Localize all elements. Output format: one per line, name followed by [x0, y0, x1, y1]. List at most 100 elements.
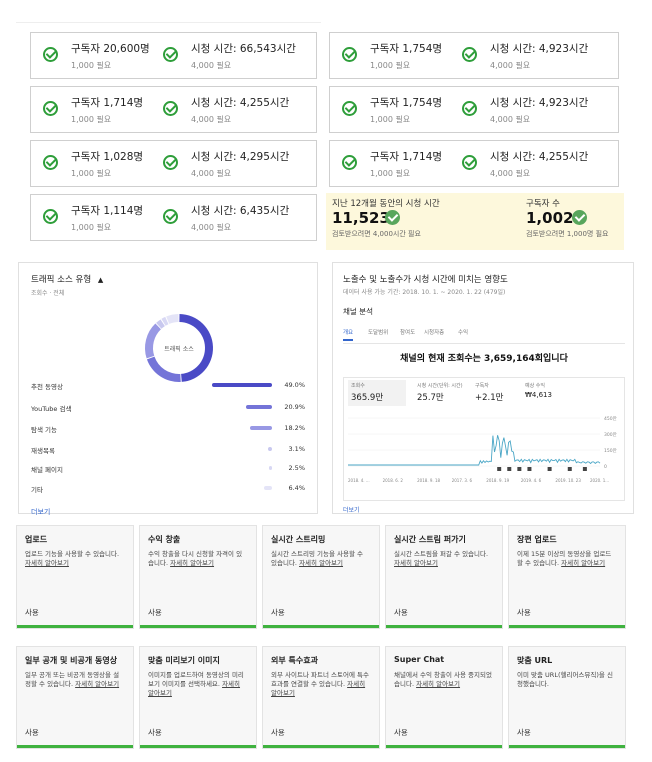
chart-x-tick: 2019. 10. 23: [555, 478, 581, 483]
views-headline: 채널의 현재 조회수는 3,659,164회입니다: [400, 354, 568, 364]
eligibility-panel: 지난 12개월 동안의 시청 시간 11,523 검토받으려면 4,000시간 …: [326, 193, 624, 250]
watch-time-check-icon: [385, 210, 400, 225]
feature-title: 일부 공개 및 비공개 동영상: [25, 656, 118, 665]
traffic-row-value: 3.1%: [288, 445, 305, 453]
check-circle-icon: [462, 101, 477, 116]
chart-event-marker[interactable]: [527, 467, 532, 471]
feature-status: 사용: [25, 728, 39, 737]
check-circle-icon: [163, 101, 178, 116]
subscriber-label: 구독자 20,600명: [71, 43, 150, 55]
traffic-row-bar: [246, 405, 272, 409]
metric-tile[interactable]: 시청 시간(단위: 시간) 25.7만: [414, 380, 466, 406]
feature-description-text: 실시간 스트리밍 기능을 사용할 수 있습니다.: [271, 550, 363, 567]
feature-title: Super Chat: [394, 655, 445, 664]
feature-description: 채널에서 수익 창출이 사용 중지되었습니다. 자세히 알아보기: [394, 671, 494, 689]
metric-tile[interactable]: 조회수 365.9만: [348, 380, 406, 406]
feature-card: 수익 창출 수익 창출을 다시 신청할 자격이 있습니다. 자세히 알아보기 사용: [139, 525, 257, 629]
analysis-tab[interactable]: 수익: [458, 330, 469, 336]
traffic-source-panel: 트래픽 소스 유형 ▲ 조회수 · 전체 트래픽 소스 추천 동영상 49.0% Y…: [18, 262, 318, 516]
subscriber-requirement: 1,000 필요: [71, 223, 112, 232]
feature-status: 사용: [517, 608, 531, 617]
analysis-tab[interactable]: 시청자층: [424, 330, 445, 336]
chart-y-tick: 300만: [604, 431, 617, 438]
traffic-row-bar: [268, 466, 272, 470]
watch-time-requirement: 4,000 필요: [490, 169, 531, 178]
feature-description: 실시간 스트리밍 기능을 사용할 수 있습니다. 자세히 알아보기: [271, 550, 371, 568]
subscriber-value: 1,002: [526, 209, 574, 227]
learn-more-link[interactable]: 자세히 알아보기: [25, 559, 69, 567]
traffic-row-value: 20.9%: [284, 403, 305, 411]
chart-event-marker[interactable]: [497, 467, 502, 471]
watch-time-title: 지난 12개월 동안의 시청 시간: [332, 199, 440, 209]
subscriber-requirement: 1,000 필요: [71, 115, 112, 124]
learn-more-link[interactable]: 자세히 알아보기: [394, 559, 438, 567]
metric-value: ₩4,613: [525, 391, 552, 399]
learn-more-link[interactable]: 자세히 알아보기: [561, 559, 606, 567]
feature-description-text: 일부 공개 또는 비공개 동영상을 설정할 수 있습니다.: [25, 671, 120, 688]
analysis-tab[interactable]: 도달범위: [368, 330, 389, 336]
analysis-tab[interactable]: 참여도: [400, 330, 416, 336]
feature-title: 외부 특수효과: [271, 656, 318, 665]
feature-status: 사용: [271, 608, 285, 617]
learn-more-link[interactable]: 자세히 알아보기: [75, 680, 120, 688]
donut-center-label: 트래픽 소스: [164, 345, 194, 353]
donut-slice: [145, 323, 161, 359]
chart-event-marker[interactable]: [517, 467, 522, 471]
feature-description: 외부 사이트나 파트너 스토어에 특수효과를 연결할 수 있습니다. 자세히 알…: [271, 671, 371, 698]
watch-time-requirement: 4,000 필요: [191, 115, 232, 124]
learn-more-link[interactable]: 자세히 알아보기: [148, 680, 241, 697]
impressions-more-link[interactable]: 더보기: [343, 507, 360, 514]
traffic-row-bar: [212, 383, 272, 387]
watch-time-note: 검토받으려면 4,000시간 필요: [332, 230, 421, 238]
chart-event-marker[interactable]: [507, 467, 512, 471]
learn-more-link[interactable]: 자세히 알아보기: [299, 559, 344, 567]
sort-triangle-icon[interactable]: ▲: [97, 276, 104, 284]
learn-more-link[interactable]: 자세히 알아보기: [170, 559, 215, 567]
chart-event-marker[interactable]: [547, 467, 552, 471]
check-circle-icon: [163, 155, 178, 170]
metric-tile[interactable]: 예상 수익 ₩4,613: [522, 380, 574, 406]
watch-time-requirement: 4,000 필요: [191, 223, 232, 232]
chart-event-marker[interactable]: [582, 467, 587, 471]
impressions-panel: 노출수 및 노출수가 시청 시간에 미치는 영향도 데이터 사용 가능 기간: …: [332, 262, 634, 514]
metric-tile[interactable]: 구독자 +2.1만: [472, 380, 524, 406]
feature-description-text: 외부 사이트나 파트너 스토어에 특수효과를 연결할 수 있습니다.: [271, 671, 369, 688]
chart-x-tick: 2018. 4. ...: [348, 478, 370, 483]
enabled-status-bar: [509, 625, 625, 628]
feature-description: 이제 15분 이상의 동영상을 업로드할 수 있습니다. 자세히 알아보기: [517, 550, 617, 568]
feature-title: 장편 업로드: [517, 535, 557, 544]
watch-time-label: 시청 시간: 66,543시간: [191, 43, 296, 55]
chart-y-tick: 150만: [604, 447, 617, 454]
check-circle-icon: [43, 47, 58, 62]
traffic-row-label: YouTube 검색: [31, 405, 72, 413]
subscriber-requirement: 1,000 필요: [370, 169, 411, 178]
traffic-more-link[interactable]: 더보기: [31, 508, 51, 516]
feature-status: 사용: [394, 728, 408, 737]
requirement-card: 구독자 20,600명 1,000 필요 시청 시간: 66,543시간 4,000 …: [30, 32, 317, 79]
subscriber-requirement: 1,000 필요: [71, 169, 112, 178]
feature-description-text: 실시간 스트림을 퍼갈 수 있습니다.: [394, 550, 489, 558]
donut-slice: [179, 314, 213, 382]
watch-time-label: 시청 시간: 4,923시간: [490, 97, 589, 109]
traffic-donut-chart: 트래픽 소스: [145, 314, 213, 382]
enabled-status-bar: [386, 745, 502, 748]
subscriber-title: 구독자 수: [526, 199, 560, 209]
watch-time-requirement: 4,000 필요: [490, 61, 531, 70]
donut-slice: [166, 314, 179, 324]
chart-event-marker[interactable]: [567, 467, 572, 471]
feature-status: 사용: [148, 608, 162, 617]
feature-card: 실시간 스트리밍 실시간 스트리밍 기능을 사용할 수 있습니다. 자세히 알아보…: [262, 525, 380, 629]
donut-slice: [156, 319, 165, 329]
metric-value: +2.1만: [475, 393, 504, 403]
feature-description-text: 이미지를 업로드하여 동영상의 미리보기 이미지를 선택하세요.: [148, 671, 244, 688]
traffic-title-text: 트래픽 소스 유형: [31, 275, 92, 285]
feature-status: 사용: [271, 728, 285, 737]
learn-more-link[interactable]: 자세히 알아보기: [416, 680, 461, 688]
subscriber-label: 구독자 1,754명: [370, 43, 443, 55]
learn-more-link[interactable]: 자세히 알아보기: [271, 680, 366, 697]
traffic-row-label: 추천 동영상: [31, 383, 63, 391]
analysis-tab[interactable]: 개요: [343, 328, 354, 341]
feature-description-text: 이제 15분 이상의 동영상을 업로드할 수 있습니다.: [517, 550, 612, 567]
enabled-status-bar: [140, 745, 256, 748]
feature-status: 사용: [148, 728, 162, 737]
